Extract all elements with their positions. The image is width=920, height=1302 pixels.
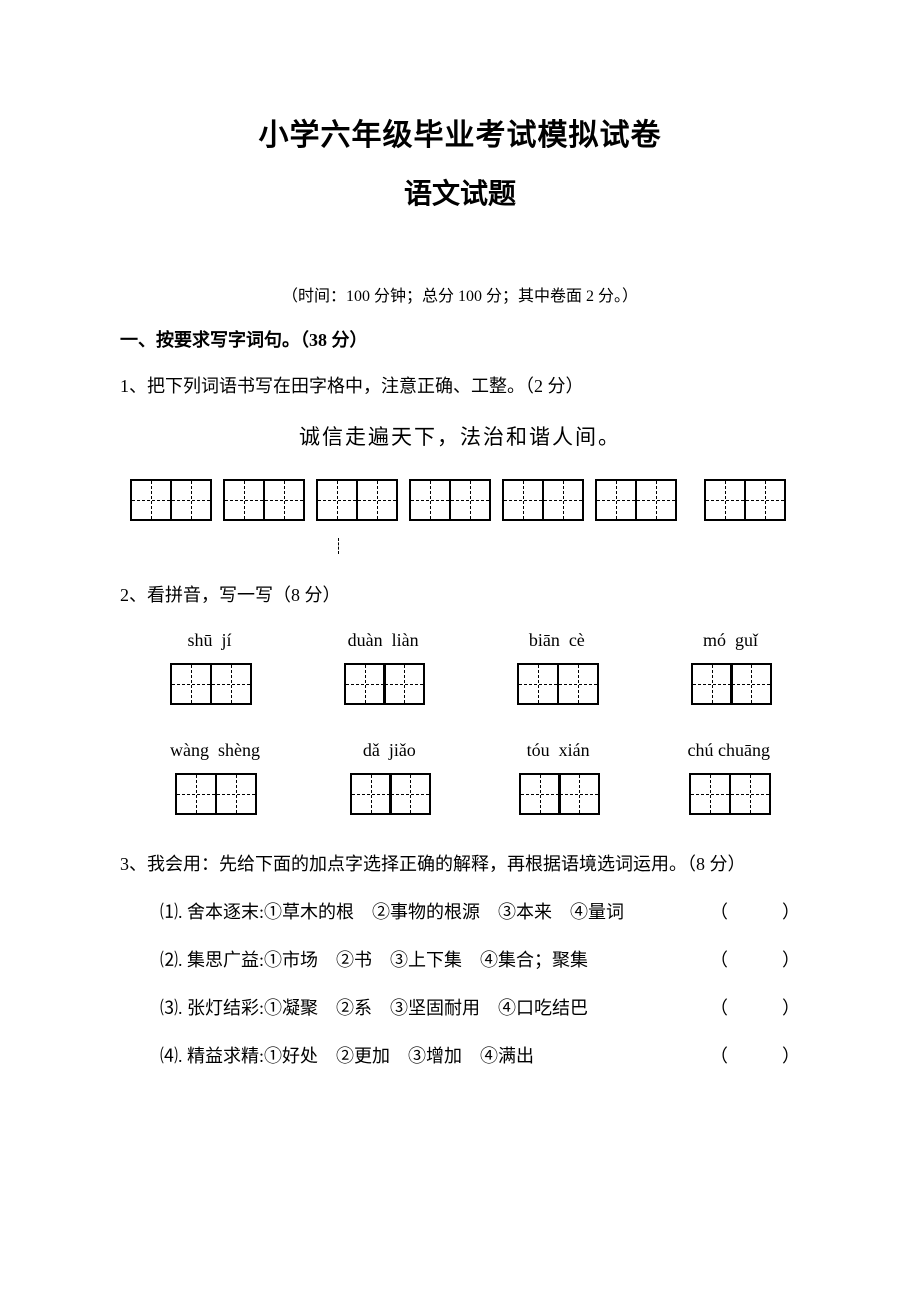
tian-group: [502, 479, 581, 521]
answer-blank[interactable]: （ ）: [710, 898, 800, 924]
pinyin-text: tóu xián: [527, 740, 590, 761]
pinyin-item: chú chuāng: [688, 740, 770, 815]
tian-box[interactable]: [215, 773, 257, 815]
answer-blank[interactable]: （ ）: [710, 1042, 800, 1068]
pinyin-boxes: [519, 773, 598, 815]
tian-box[interactable]: [729, 773, 771, 815]
exam-title-sub: 语文试题: [120, 172, 800, 212]
pinyin-boxes: [350, 773, 429, 815]
tian-box[interactable]: [691, 663, 733, 705]
tian-box[interactable]: [383, 663, 425, 705]
tian-box[interactable]: [409, 479, 451, 521]
q3-items: ⑴. 舍本逐末: ①草木的根 ②事物的根源 ③本来 ④量词（ ）⑵. 集思广益:…: [120, 898, 800, 1068]
pinyin-boxes: [689, 773, 768, 815]
pinyin-item: biān cè: [517, 630, 596, 705]
q3-options: ①凝聚 ②系 ③坚固耐用 ④口吃结巴: [264, 994, 710, 1020]
q3-item: ⑴. 舍本逐末: ①草木的根 ②事物的根源 ③本来 ④量词（ ）: [120, 898, 800, 924]
q1-tian-grid: [120, 479, 800, 521]
tian-box[interactable]: [356, 479, 398, 521]
tian-group: [223, 479, 302, 521]
tian-box[interactable]: [542, 479, 584, 521]
q3-options: ①草木的根 ②事物的根源 ③本来 ④量词: [264, 898, 710, 924]
section-1-heading: 一、按要求写字词句。（38 分）: [120, 326, 800, 352]
tian-box[interactable]: [263, 479, 305, 521]
tian-box[interactable]: [557, 663, 599, 705]
tian-box[interactable]: [689, 773, 731, 815]
pinyin-boxes: [517, 663, 596, 705]
pinyin-text: duàn liàn: [348, 630, 419, 651]
pinyin-item: dǎ jiǎo: [350, 740, 429, 815]
tian-box[interactable]: [223, 479, 265, 521]
tian-box[interactable]: [744, 479, 786, 521]
tian-box[interactable]: [558, 773, 600, 815]
pinyin-item: mó guǐ: [691, 630, 770, 705]
pinyin-boxes: [170, 663, 249, 705]
q3-label: ⑴. 舍本逐末:: [160, 898, 264, 924]
tian-box[interactable]: [595, 479, 637, 521]
pinyin-text: biān cè: [529, 630, 585, 651]
tian-box[interactable]: [704, 479, 746, 521]
tian-group: [316, 479, 395, 521]
tian-group: [595, 479, 674, 521]
pinyin-text: chú chuāng: [688, 740, 770, 761]
answer-blank[interactable]: （ ）: [710, 994, 800, 1020]
q2-row-1: shū jí duàn liàn biān cè mó guǐ: [120, 630, 800, 705]
q1-sentence: 诚信走遍天下，法治和谐人间。: [120, 421, 800, 451]
tian-gap: [674, 479, 704, 521]
pinyin-item: shū jí: [170, 630, 249, 705]
pinyin-boxes: [175, 773, 254, 815]
q3-options: ①好处 ②更加 ③增加 ④满出: [264, 1042, 710, 1068]
q3-item: ⑵. 集思广益: ①市场 ②书 ③上下集 ④集合；聚集（ ）: [120, 946, 800, 972]
pinyin-text: dǎ jiǎo: [363, 740, 416, 761]
pinyin-item: tóu xián: [519, 740, 598, 815]
tian-box[interactable]: [350, 773, 392, 815]
tian-box[interactable]: [170, 479, 212, 521]
stray-mark: [338, 538, 340, 554]
tian-box[interactable]: [519, 773, 561, 815]
tian-box[interactable]: [170, 663, 212, 705]
pinyin-text: wàng shèng: [170, 740, 260, 761]
q3-label: ⑶. 张灯结彩:: [160, 994, 264, 1020]
time-info: （时间：100 分钟；总分 100 分；其中卷面 2 分。）: [120, 282, 800, 306]
tian-group: [409, 479, 488, 521]
q3-label: ⑵. 集思广益:: [160, 946, 264, 972]
exam-title-main: 小学六年级毕业考试模拟试卷: [120, 110, 800, 154]
tian-box[interactable]: [389, 773, 431, 815]
q1-prompt: 1、把下列词语书写在田字格中，注意正确、工整。（2 分）: [120, 372, 800, 401]
tian-box[interactable]: [175, 773, 217, 815]
pinyin-item: wàng shèng: [170, 740, 260, 815]
tian-box[interactable]: [635, 479, 677, 521]
tian-group: [130, 479, 209, 521]
tian-box[interactable]: [344, 663, 386, 705]
tian-box[interactable]: [449, 479, 491, 521]
answer-blank[interactable]: （ ）: [710, 946, 800, 972]
q2-prompt: 2、看拼音，写一写（8 分）: [120, 581, 800, 610]
q3-label: ⑷. 精益求精:: [160, 1042, 264, 1068]
tian-box[interactable]: [502, 479, 544, 521]
tian-box[interactable]: [130, 479, 172, 521]
tian-box[interactable]: [730, 663, 772, 705]
q3-prompt: 3、我会用：先给下面的加点字选择正确的解释，再根据语境选词运用。（8 分）: [120, 850, 800, 879]
pinyin-boxes: [691, 663, 770, 705]
tian-box[interactable]: [316, 479, 358, 521]
tian-group: [704, 479, 783, 521]
q3-options: ①市场 ②书 ③上下集 ④集合；聚集: [264, 946, 710, 972]
pinyin-text: mó guǐ: [703, 630, 758, 651]
tian-box[interactable]: [517, 663, 559, 705]
q2-section: shū jí duàn liàn biān cè mó guǐ wàng shèng d…: [120, 630, 800, 815]
tian-box[interactable]: [210, 663, 252, 705]
q3-item: ⑶. 张灯结彩: ①凝聚 ②系 ③坚固耐用 ④口吃结巴（ ）: [120, 994, 800, 1020]
pinyin-text: shū jí: [187, 630, 231, 651]
pinyin-item: duàn liàn: [344, 630, 423, 705]
pinyin-boxes: [344, 663, 423, 705]
q3-item: ⑷. 精益求精: ①好处 ②更加 ③增加 ④满出（ ）: [120, 1042, 800, 1068]
q2-row-2: wàng shèng dǎ jiǎo tóu xián chú chuāng: [120, 740, 800, 815]
